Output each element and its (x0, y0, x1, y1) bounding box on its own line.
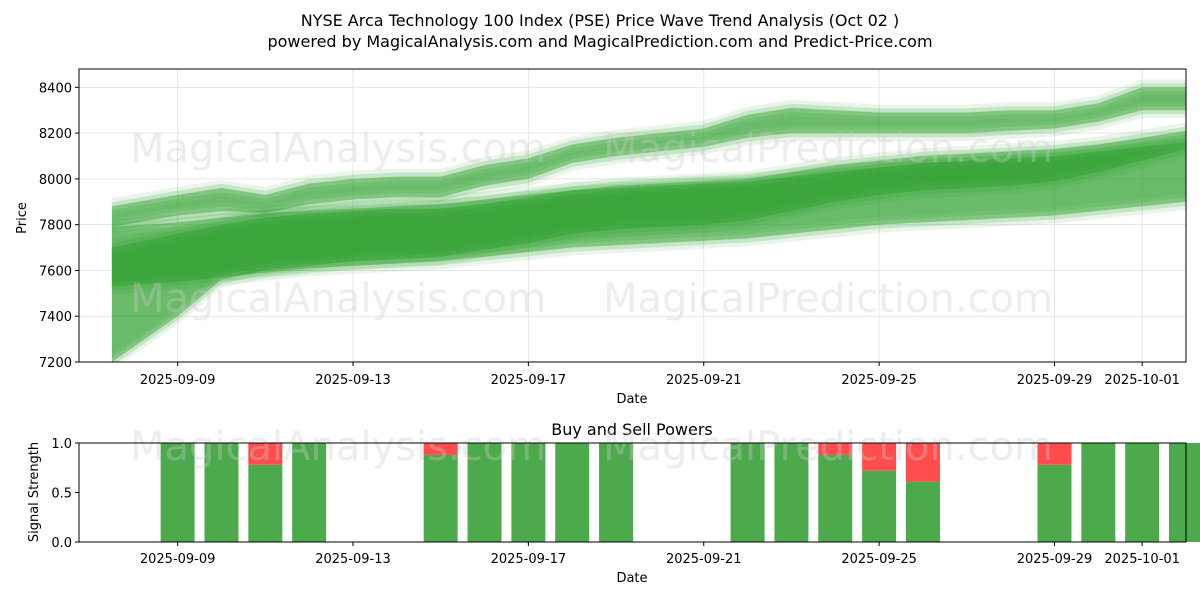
bottom-y-tick-label: 1.0 (51, 437, 72, 452)
top-grid (79, 69, 1186, 363)
top-x-tick-label: 2025-10-01 (1104, 373, 1180, 388)
bottom-x-tick-label: 2025-09-09 (140, 552, 216, 567)
bottom-y-tick-label: 0.0 (51, 536, 72, 551)
watermark-prediction-mid: MagicalPrediction.com (603, 276, 1053, 322)
bottom-axes: 2025-09-09 2025-09-13 2025-09-17 2025-09-21… (51, 437, 1180, 567)
sell-bar (905, 443, 940, 482)
buy-bar (248, 464, 283, 542)
bottom-ylabel: Signal Strength (27, 442, 42, 542)
top-x-tick-label: 2025-09-21 (666, 373, 742, 388)
top-y-tick-label: 8400 (39, 81, 72, 96)
top-y-tick-label: 7400 (39, 310, 72, 325)
top-y-tick-label: 7600 (39, 264, 72, 279)
sell-bar (818, 443, 853, 455)
watermark-analysis-bottom: MagicalAnalysis.com (130, 424, 546, 470)
top-axes: 2025-09-09 2025-09-13 2025-09-17 2025-09-21… (39, 81, 1180, 388)
chart-title: NYSE Arca Technology 100 Index (PSE) Pri… (301, 11, 900, 30)
buy-bar (818, 454, 853, 542)
top-y-tick-label: 7800 (39, 219, 72, 234)
price-band-core-lower-layer-2 (111, 134, 1186, 362)
price-band-wide-lower-layer-3 (111, 134, 1186, 279)
buy-bar (1081, 443, 1116, 542)
buy-bar (599, 443, 634, 542)
buy-bar (1037, 464, 1072, 542)
top-x-tick-label: 2025-09-29 (1017, 373, 1093, 388)
bottom-x-tick-label: 2025-09-17 (491, 552, 567, 567)
top-x-tick-label: 2025-09-25 (841, 373, 917, 388)
price-band-upper-wave-layer-4 (111, 95, 1186, 235)
top-plot-frame (78, 68, 1187, 363)
price-bands (111, 79, 1186, 362)
buy-bar (774, 443, 809, 542)
sell-bar (862, 443, 897, 471)
buy-bar (730, 443, 765, 542)
top-watermarks: MagicalAnalysis.com MagicalPrediction.co… (130, 126, 1053, 322)
price-band-wide-lower-layer-2 (111, 146, 1186, 291)
price-band-core-lower-layer-1 (111, 126, 1186, 358)
price-band-core-lower-layer-4 (111, 138, 1186, 362)
buy-bar (1125, 443, 1160, 542)
price-band-core-lower-layer-3 (111, 122, 1186, 354)
buy-bar (204, 443, 239, 542)
watermark-analysis-top: MagicalAnalysis.com (130, 126, 546, 172)
watermark-prediction-bottom: MagicalPrediction.com (603, 424, 1053, 470)
sell-bar (423, 443, 458, 455)
top-ylabel: Price (15, 202, 30, 234)
top-x-tick-label: 2025-09-13 (315, 373, 391, 388)
price-band-upper-wave-layer-2 (111, 91, 1186, 232)
sell-bar (248, 443, 283, 465)
top-y-tick-label: 8200 (39, 127, 72, 142)
buy-bar (511, 443, 546, 542)
bottom-xlabel: Date (616, 571, 647, 586)
top-y-tick-label: 8000 (39, 173, 72, 188)
price-band-wide-lower-layer-0 (111, 142, 1186, 287)
bottom-watermarks: MagicalAnalysis.com MagicalPrediction.co… (130, 424, 1053, 470)
price-band-upper-wave-layer-0 (111, 87, 1186, 227)
chart-subtitle: powered by MagicalAnalysis.com and Magic… (267, 32, 932, 51)
buy-bar (292, 443, 327, 542)
bottom-y-tick-label: 0.5 (51, 487, 72, 502)
buy-bar (160, 443, 195, 542)
price-band-wide-lower-layer-4 (111, 150, 1186, 295)
price-band-core-lower-layer-0 (111, 130, 1186, 362)
buy-bar (905, 481, 940, 542)
top-x-tick-label: 2025-09-17 (491, 373, 567, 388)
bottom-x-tick-label: 2025-10-01 (1104, 552, 1180, 567)
signal-bars (160, 443, 1200, 542)
price-band-upper-wave-layer-3 (111, 79, 1186, 219)
buy-bar (1169, 443, 1200, 542)
bottom-x-tick-label: 2025-09-29 (1017, 552, 1093, 567)
watermark-analysis-mid: MagicalAnalysis.com (130, 276, 546, 322)
buy-bar (467, 443, 502, 542)
top-y-tick-label: 7200 (39, 356, 72, 371)
watermark-prediction-top: MagicalPrediction.com (603, 126, 1053, 172)
top-x-tick-label: 2025-09-09 (140, 373, 216, 388)
price-band-wide-lower-layer-1 (111, 138, 1186, 283)
top-xlabel: Date (616, 392, 647, 407)
bottom-x-tick-label: 2025-09-25 (841, 552, 917, 567)
buy-bar (862, 470, 897, 542)
bottom-title: Buy and Sell Powers (551, 420, 713, 439)
buy-bar (555, 443, 590, 542)
price-band-upper-wave-layer-1 (111, 83, 1186, 223)
buy-bar (423, 454, 458, 542)
bottom-x-tick-label: 2025-09-21 (666, 552, 742, 567)
bottom-x-tick-label: 2025-09-13 (315, 552, 391, 567)
sell-bar (1037, 443, 1072, 465)
